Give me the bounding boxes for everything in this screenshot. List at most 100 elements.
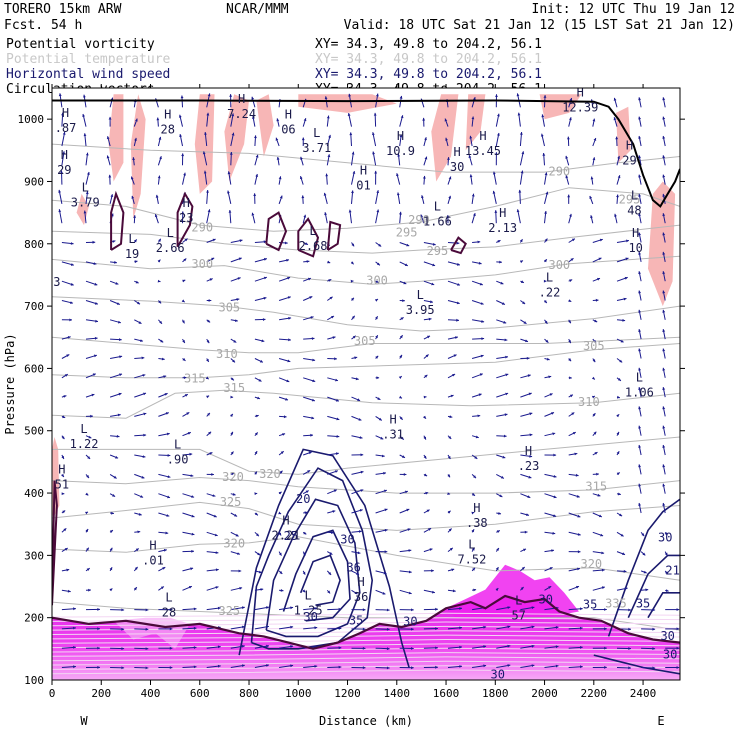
extremum-value: 29 — [622, 154, 636, 168]
circulation-vector-head — [551, 412, 554, 415]
pv-negative-region — [431, 94, 459, 182]
wind-speed-contour — [627, 554, 680, 619]
circulation-vector-head — [233, 339, 237, 343]
circulation-vector-head — [447, 474, 450, 478]
circulation-vector-head — [520, 170, 524, 174]
circulation-vector-head — [141, 356, 145, 360]
circulation-vector-head — [570, 258, 574, 261]
circulation-vector-head — [577, 550, 581, 554]
circulation-vector-head — [477, 240, 481, 244]
circulation-vector-head — [155, 194, 159, 198]
circulation-vector-head — [544, 320, 548, 324]
circulation-vector-head — [217, 606, 221, 610]
circulation-vector-head — [204, 132, 207, 135]
circulation-vector-head — [528, 475, 532, 479]
circulation-vector-head — [333, 489, 337, 493]
extremum-value: 12.39 — [562, 101, 598, 115]
isentrope-line — [52, 665, 680, 670]
circulation-vector-head — [459, 665, 462, 668]
circulation-vector-head — [431, 282, 435, 286]
circulation-vector-head — [135, 548, 139, 552]
extremum-symbol: L — [128, 232, 135, 246]
circulation-vector-head — [386, 608, 390, 612]
y-tick-label: 600 — [24, 362, 44, 375]
circulation-vector-head — [545, 191, 549, 195]
circulation-vector-head — [87, 456, 91, 459]
circulation-vector-head — [280, 589, 284, 592]
circulation-vector-head — [428, 528, 432, 531]
circulation-vector-head — [254, 492, 258, 496]
circulation-vector-head — [193, 665, 197, 669]
circulation-vector-head — [118, 320, 121, 324]
circulation-vector-head — [350, 279, 354, 283]
circulation-vector-head — [622, 318, 626, 322]
wind-speed-contour — [282, 529, 351, 622]
circulation-vector-head — [167, 495, 170, 499]
circulation-vector-head — [662, 290, 666, 294]
extremum-symbol: H — [62, 106, 69, 120]
isentrope-line — [52, 601, 680, 631]
isentrope-line — [52, 634, 680, 640]
circulation-vector-head — [157, 175, 161, 179]
circulation-vector-head — [276, 157, 280, 160]
circulation-vector-head — [378, 417, 382, 421]
circulation-vector-head — [383, 571, 387, 575]
circulation-vector-head — [237, 277, 241, 280]
isentrope-line — [52, 296, 680, 332]
circulation-vector-head — [61, 474, 64, 477]
circulation-vector-head — [227, 171, 231, 175]
circulation-vector-head — [169, 627, 173, 631]
circulation-vector-head — [266, 625, 269, 629]
circulation-vector-head — [638, 193, 641, 197]
circulation-vector-head — [230, 413, 233, 417]
extremum-symbol: H — [473, 501, 480, 515]
isentrope-label: 295 — [427, 244, 449, 258]
circulation-vector-head — [85, 511, 88, 515]
circulation-vector-head — [411, 647, 414, 650]
circulation-vector-head — [86, 475, 89, 478]
circulation-vector-head — [88, 435, 92, 439]
circulation-vector-head — [402, 455, 405, 458]
circulation-vector-head — [478, 261, 482, 265]
circulation-vector-head — [113, 475, 117, 479]
circulation-vector-head — [310, 433, 313, 437]
circulation-vector-head — [253, 193, 257, 196]
wind-speed-label: 30 — [491, 668, 505, 682]
circulation-vector-head — [592, 359, 596, 363]
circulation-vector-head — [325, 173, 329, 177]
circulation-vector-head — [567, 194, 571, 198]
circulation-vector-head — [162, 567, 166, 570]
circulation-vector-head — [456, 301, 460, 305]
circulation-vector-head — [580, 646, 583, 649]
circulation-vector-head — [411, 666, 414, 670]
circulation-vector-head — [597, 493, 601, 497]
circulation-vector-head — [555, 645, 559, 649]
circulation-vector-head — [133, 239, 137, 243]
circulation-vector-head — [580, 626, 583, 630]
circulation-vector-head — [212, 494, 216, 497]
circulation-vector-head — [435, 607, 438, 611]
circulation-vector-head — [456, 241, 460, 245]
circulation-vector-head — [448, 195, 452, 199]
circulation-vector-head — [302, 589, 306, 593]
circulation-vector-head — [408, 570, 412, 574]
x-tick-label: 1800 — [482, 687, 509, 700]
circulation-vector-head — [106, 155, 110, 159]
circulation-vector-head — [540, 133, 544, 137]
circulation-vector-head — [600, 533, 604, 537]
circulation-vector-head — [335, 470, 338, 473]
circulation-vector-head — [326, 115, 330, 119]
circulation-vector-head — [497, 240, 501, 243]
circulation-vector-head — [338, 646, 342, 650]
circulation-vector-head — [549, 393, 553, 396]
circulation-vector-head — [232, 359, 235, 363]
isentrope-line — [52, 643, 680, 649]
circulation-vector-head — [507, 664, 511, 667]
circulation-vector-head — [308, 451, 312, 455]
circulation-vector-head — [134, 566, 138, 570]
circulation-vector-head — [286, 379, 290, 383]
circulation-vector-head — [531, 606, 535, 610]
circulation-vector-head — [619, 513, 623, 517]
circulation-vector-head — [411, 627, 414, 631]
